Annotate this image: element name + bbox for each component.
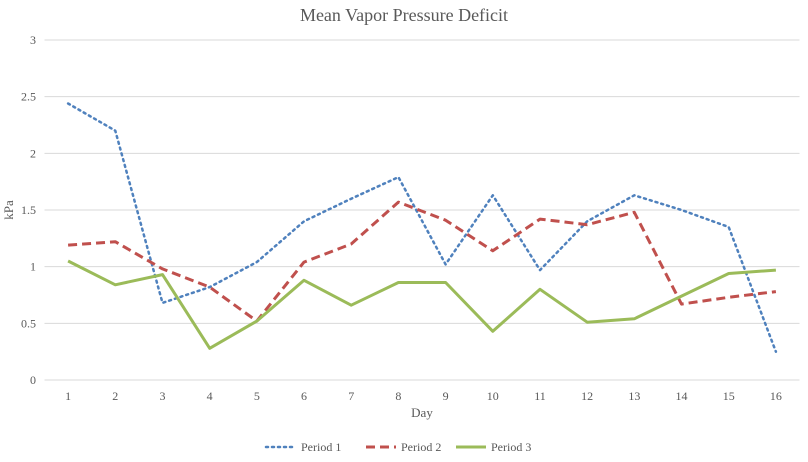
x-tick-label: 12 [581, 389, 593, 403]
y-tick-label: 3 [30, 33, 36, 47]
x-tick-label: 14 [676, 389, 688, 403]
x-tick-label: 4 [207, 389, 213, 403]
y-tick-label: 2.5 [21, 90, 36, 104]
y-axis-ticks: 0 0.5 1 1.5 2 2.5 3 [21, 33, 36, 387]
y-tick-label: 1.5 [21, 203, 36, 217]
legend: Period 1 Period 2 Period 3 [266, 440, 531, 454]
x-tick-label: 7 [348, 389, 354, 403]
x-tick-label: 9 [443, 389, 449, 403]
x-tick-label: 13 [628, 389, 640, 403]
x-tick-label: 1 [65, 389, 71, 403]
x-tick-label: 8 [395, 389, 401, 403]
x-tick-label: 6 [301, 389, 307, 403]
y-tick-label: 1 [30, 260, 36, 274]
series-line-period-1 [68, 104, 776, 352]
legend-label-period-2: Period 2 [401, 440, 441, 454]
x-axis-label: Day [411, 405, 433, 420]
x-tick-label: 5 [254, 389, 260, 403]
y-axis-label: kPa [1, 200, 16, 220]
y-tick-label: 0 [30, 373, 36, 387]
chart-title: Mean Vapor Pressure Deficit [300, 5, 508, 25]
legend-label-period-1: Period 1 [301, 440, 341, 454]
y-tick-label: 0.5 [21, 316, 36, 330]
x-tick-label: 3 [159, 389, 165, 403]
x-tick-label: 2 [112, 389, 118, 403]
x-tick-label: 11 [534, 389, 546, 403]
x-tick-label: 10 [487, 389, 499, 403]
x-tick-label: 16 [770, 389, 782, 403]
x-tick-label: 15 [723, 389, 735, 403]
y-tick-label: 2 [30, 146, 36, 160]
series-lines [68, 103, 776, 351]
legend-label-period-3: Period 3 [491, 440, 531, 454]
